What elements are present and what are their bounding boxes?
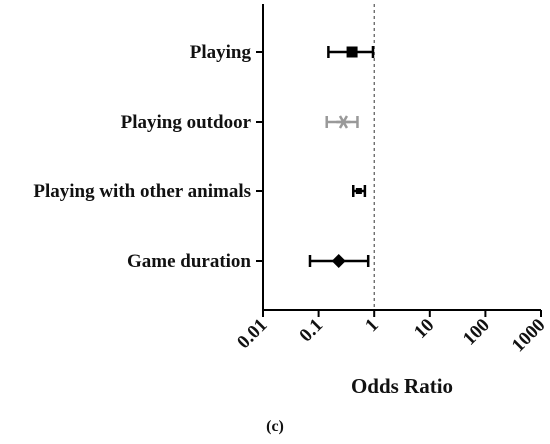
point-marker-square <box>355 188 362 194</box>
panel-label: (c) <box>266 418 284 435</box>
point-marker-square <box>346 46 358 58</box>
asterisk-stroke <box>338 115 349 129</box>
x-tick-label: 100 <box>459 315 494 350</box>
error-bar-3 <box>308 254 370 268</box>
point-marker-diamond <box>331 254 346 268</box>
error-bar-1 <box>325 115 359 129</box>
x-tick-label: 1000 <box>508 315 550 357</box>
point-marker-asterisk <box>336 115 351 129</box>
error-bar-2 <box>352 185 367 197</box>
category-label: Playing outdoor <box>121 112 252 133</box>
data-markers <box>308 46 375 268</box>
x-axis-ticks: 0.01 0.1 1 10 100 1000 <box>233 310 550 357</box>
y-axis-ticks <box>256 51 263 262</box>
x-tick-label: 0.01 <box>233 315 271 353</box>
x-tick-label: 0.1 <box>295 315 327 347</box>
x-axis-title: Odds Ratio <box>351 374 453 398</box>
category-label: Game duration <box>127 251 251 272</box>
x-tick-label: 1 <box>361 315 383 337</box>
plot-axes <box>262 4 541 311</box>
category-labels: Playing Playing outdoor Playing with other… <box>33 42 251 272</box>
x-tick-label: 10 <box>410 315 438 343</box>
category-label: Playing with other animals <box>33 181 251 202</box>
category-label: Playing <box>190 42 252 63</box>
error-bar-0 <box>327 46 375 58</box>
